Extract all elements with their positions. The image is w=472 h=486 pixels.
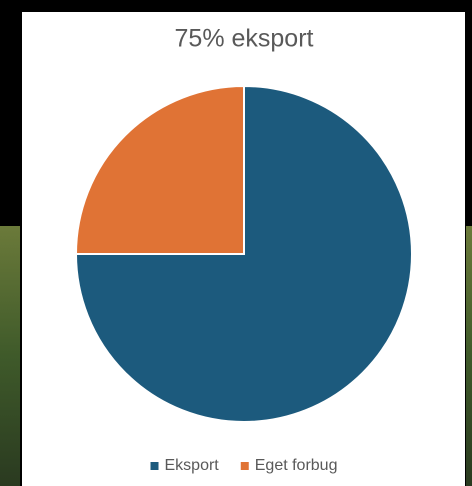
legend: Eksport Eget forbug (150, 457, 338, 474)
photo-left (0, 226, 20, 486)
legend-marker (240, 462, 249, 470)
legend-label: Eksport (165, 457, 220, 474)
photo-right (466, 226, 472, 486)
legend-label: Eget forbug (255, 457, 338, 474)
pie-slice (74, 84, 245, 255)
legend-marker (150, 462, 159, 470)
pie-slice (74, 84, 413, 423)
pie (74, 84, 413, 423)
chart-title: 75% eksport (175, 25, 314, 53)
